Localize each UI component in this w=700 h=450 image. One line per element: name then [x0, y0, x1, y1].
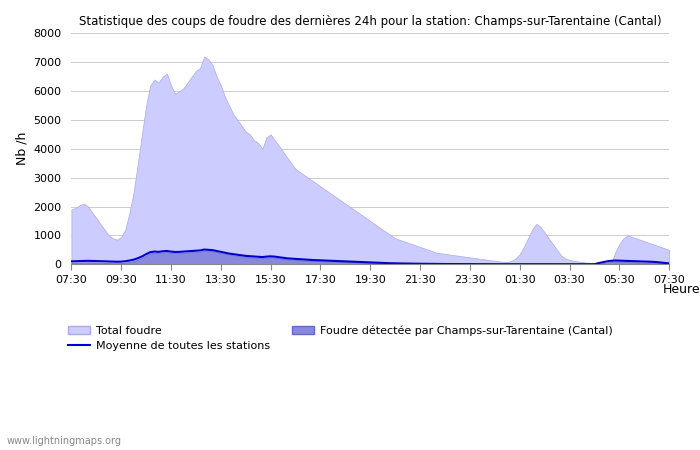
Legend: Total foudre, Moyenne de toutes les stations, Foudre détectée par Champs-sur-Tar: Total foudre, Moyenne de toutes les stat…: [64, 321, 617, 356]
X-axis label: Heure: Heure: [662, 283, 700, 296]
Title: Statistique des coups de foudre des dernières 24h pour la station: Champs-sur-Ta: Statistique des coups de foudre des dern…: [79, 15, 662, 28]
Y-axis label: Nb /h: Nb /h: [15, 132, 28, 166]
Text: www.lightningmaps.org: www.lightningmaps.org: [7, 436, 122, 446]
